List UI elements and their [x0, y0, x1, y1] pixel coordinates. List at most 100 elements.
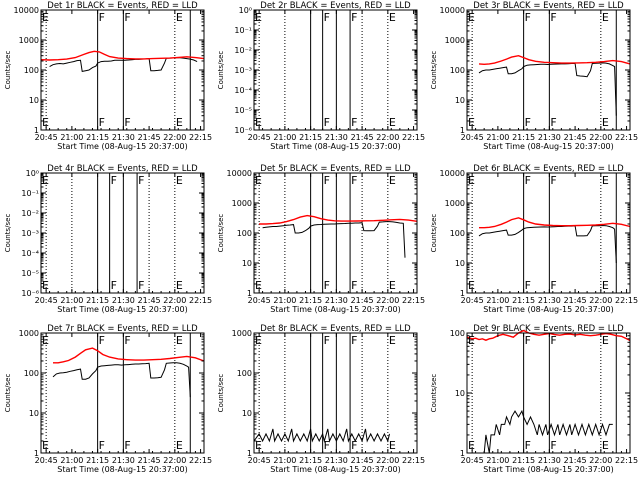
- det2r-marker-f: F: [324, 11, 330, 24]
- det7r-panel: Det 7r BLACK = Events, RED = LLDEEFFFFEE…: [4, 324, 212, 474]
- det1r-x-tick-label: 22:15: [189, 133, 212, 142]
- det8r-y-tick-label: 1000: [232, 329, 252, 338]
- det8r-title: Det 8r BLACK = Events, RED = LLD: [260, 324, 411, 334]
- det5r-x-axis-title: Start Time (08-Aug-15 20:37:00): [270, 305, 401, 314]
- det7r-x-tick-label: 21:45: [138, 456, 161, 465]
- det3r-x-tick-label: 21:30: [538, 133, 561, 142]
- det5r-y-tick-label: 10: [242, 259, 252, 268]
- det4r-marker-e: E: [176, 174, 183, 187]
- det5r-x-tick-label: 21:00: [273, 296, 296, 305]
- det6r-lld-series: [479, 217, 631, 229]
- det3r-x-tick-label: 21:45: [564, 133, 587, 142]
- det7r-x-tick-label: 22:15: [189, 456, 212, 465]
- det9r-x-axis-title: Start Time (08-Aug-15 20:37:00): [483, 465, 614, 474]
- det4r-marker-f: F: [111, 174, 117, 187]
- det9r-marker-f: F: [550, 334, 556, 347]
- det8r-y-tick-label: 1: [247, 449, 252, 458]
- det4r-y-axis-title: Counts/sec: [4, 214, 12, 253]
- det2r-marker-e: E: [389, 11, 396, 24]
- det8r-marker-e: E: [255, 334, 262, 347]
- det3r-marker-e: E: [468, 11, 475, 24]
- det6r-marker-f: F: [525, 174, 531, 187]
- det5r-x-tick-label: 21:30: [325, 296, 348, 305]
- det4r-x-tick-label: 20:45: [35, 296, 58, 305]
- det1r-marker-e-bottom: E: [176, 116, 183, 129]
- det3r-y-tick-label: 1000: [445, 36, 465, 45]
- det5r-y-tick-label: 1000: [232, 199, 252, 208]
- det2r-x-tick-label: 22:15: [402, 133, 425, 142]
- det5r-marker-f-bottom: F: [351, 279, 357, 292]
- det8r-y-tick-label: 100: [237, 369, 252, 378]
- det1r-marker-e: E: [42, 11, 49, 24]
- det4r-x-tick-label: 21:15: [86, 296, 109, 305]
- det4r-marker-e-bottom: E: [176, 279, 183, 292]
- det2r-marker-e-bottom: E: [255, 116, 262, 129]
- det3r-y-axis-title: Counts/sec: [430, 51, 438, 90]
- det6r-marker-e: E: [468, 174, 475, 187]
- det3r-x-tick-label: 20:45: [461, 133, 484, 142]
- det9r-y-axis-title: Counts/sec: [430, 374, 438, 413]
- det3r-marker-e: E: [602, 11, 609, 24]
- det4r-title: Det 4r BLACK = Events, RED = LLD: [47, 164, 198, 174]
- det6r-y-tick-label: 1: [460, 289, 465, 298]
- det4r-y-tick-label: 10⁻¹: [21, 189, 39, 198]
- det8r-marker-f-bottom: F: [324, 439, 330, 452]
- det2r-x-tick-label: 22:00: [376, 133, 399, 142]
- det6r-x-tick-label: 20:45: [461, 296, 484, 305]
- det7r-marker-f-bottom: F: [99, 439, 105, 452]
- det5r-x-tick-label: 22:00: [376, 296, 399, 305]
- det3r-marker-f-bottom: F: [525, 116, 531, 129]
- det3r-x-tick-label: 21:15: [512, 133, 535, 142]
- det4r-x-tick-label: 21:45: [138, 296, 161, 305]
- det4r-axes-frame: [40, 172, 205, 294]
- det3r-x-tick-label: 22:00: [589, 133, 612, 142]
- det9r-y-tick-label: 10: [455, 389, 465, 398]
- det3r-title: Det 3r BLACK = Events, RED = LLD: [473, 1, 624, 11]
- det2r-panel: Det 2r BLACK = Events, RED = LLDEEFFFFEE…: [217, 1, 425, 151]
- det5r-marker-f-bottom: F: [324, 279, 330, 292]
- det9r-marker-e-bottom: E: [468, 439, 475, 452]
- det6r-marker-e-bottom: E: [468, 279, 475, 292]
- det6r-marker-e: E: [602, 174, 609, 187]
- det3r-y-tick-label: 10: [455, 96, 465, 105]
- det8r-marker-f: F: [351, 334, 357, 347]
- det4r-y-tick-label: 10⁻²: [21, 209, 39, 218]
- det7r-x-tick-label: 21:30: [112, 456, 135, 465]
- det7r-y-tick-label: 10: [29, 409, 39, 418]
- det3r-x-axis-title: Start Time (08-Aug-15 20:37:00): [483, 142, 614, 151]
- det1r-x-tick-label: 21:15: [86, 133, 109, 142]
- det2r-axes-frame: [253, 9, 418, 131]
- det6r-events-series: [478, 224, 617, 264]
- det7r-marker-f: F: [124, 334, 130, 347]
- det4r-marker-f: F: [138, 174, 144, 187]
- det1r-y-tick-label: 1000: [19, 36, 39, 45]
- det2r-x-tick-label: 21:30: [325, 133, 348, 142]
- det1r-marker-e: E: [176, 11, 183, 24]
- det6r-marker-e-bottom: E: [602, 279, 609, 292]
- det7r-y-tick-label: 1000: [19, 329, 39, 338]
- det8r-marker-f-bottom: F: [351, 439, 357, 452]
- det9r-x-tick-label: 21:00: [486, 456, 509, 465]
- det2r-title: Det 2r BLACK = Events, RED = LLD: [260, 1, 411, 11]
- det3r-lld-series: [478, 54, 631, 66]
- det6r-marker-f: F: [550, 174, 556, 187]
- det6r-y-axis-title: Counts/sec: [430, 214, 438, 253]
- det7r-marker-e: E: [176, 334, 183, 347]
- det9r-marker-e-bottom: E: [602, 439, 609, 452]
- det1r-y-tick-label: 1: [34, 126, 39, 135]
- det2r-y-tick-label: 10⁰: [239, 6, 252, 15]
- det7r-marker-f-bottom: F: [124, 439, 130, 452]
- det3r-events-series: [478, 62, 617, 116]
- det7r-y-tick-label: 100: [24, 369, 39, 378]
- det1r-marker-f: F: [124, 11, 130, 24]
- det7r-x-axis-title: Start Time (08-Aug-15 20:37:00): [57, 465, 188, 474]
- det7r-y-tick-label: 1: [34, 449, 39, 458]
- det5r-marker-f: F: [324, 174, 330, 187]
- det9r-y-tick-label: 100: [450, 329, 465, 338]
- det7r-marker-e-bottom: E: [42, 439, 49, 452]
- det6r-y-tick-label: 10: [455, 259, 465, 268]
- det2r-x-tick-label: 21:45: [351, 133, 374, 142]
- det9r-x-tick-label: 22:00: [589, 456, 612, 465]
- det1r-x-axis-title: Start Time (08-Aug-15 20:37:00): [57, 142, 188, 151]
